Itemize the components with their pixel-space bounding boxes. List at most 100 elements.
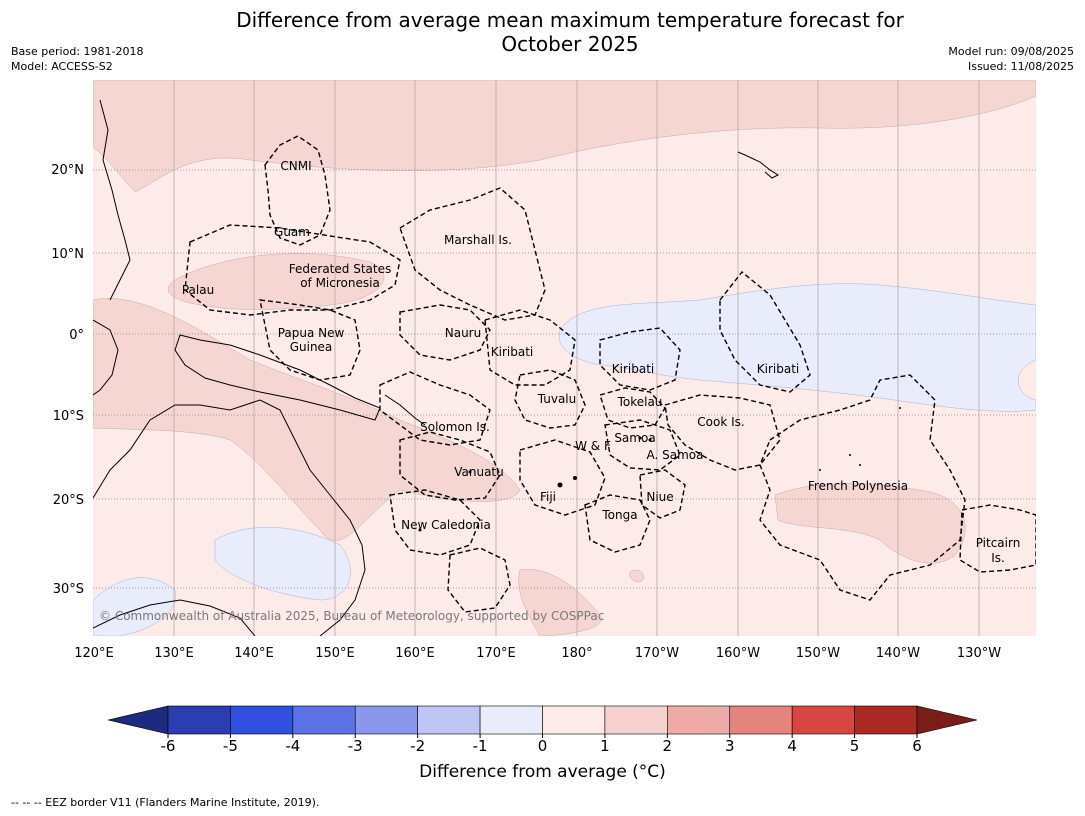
- colorbar-tick-label: 4: [787, 737, 797, 755]
- base-period: Base period: 1981-2018: [11, 45, 144, 58]
- colorbar-bin: [292, 705, 356, 735]
- small-islands: [418, 407, 901, 532]
- cool-tasman: [214, 527, 351, 601]
- colorbar-bin: [230, 705, 294, 735]
- graticule: [173, 80, 980, 636]
- warm-north-band: [93, 80, 1036, 193]
- eez-cnmi: [264, 135, 331, 246]
- colorbar-tick-label: -2: [410, 737, 425, 755]
- solomon-coast: [384, 394, 426, 426]
- colorbar-bin: [854, 705, 918, 735]
- colorbar-bin: [729, 705, 793, 735]
- colorbar-bin: [542, 705, 606, 735]
- warm-south-small: [629, 569, 644, 583]
- lon-label: 180°: [561, 646, 592, 661]
- label-vanuatu: Vanuatu: [454, 465, 504, 479]
- lat-label: 0°: [69, 328, 84, 343]
- colorbar-tick-label: 0: [538, 737, 548, 755]
- colorbar-tick-label: -4: [285, 737, 300, 755]
- label-tokelau: Tokelau: [617, 395, 663, 409]
- colorbar-tick-label: 2: [663, 737, 673, 755]
- eez-niue: [639, 469, 686, 519]
- colorbar-tick-label: -3: [348, 737, 363, 755]
- lat-label: 20°S: [53, 493, 84, 508]
- colorbar-over-extension: [916, 705, 978, 735]
- label-solomon: Solomon Is.: [420, 420, 490, 434]
- label-cnmi: CNMI: [280, 159, 311, 173]
- new-guinea-coast: [174, 334, 381, 421]
- label-fiji: Fiji: [540, 490, 556, 504]
- colorbar-tick-label: -6: [161, 737, 176, 755]
- eez-solomon: [379, 371, 491, 446]
- label-kiribati-west: Kiribati: [491, 345, 533, 359]
- label-cook: Cook Is.: [697, 415, 744, 429]
- label-wallis-futuna: W & F: [575, 439, 611, 453]
- cool-equatorial-east: [558, 283, 1036, 412]
- label-samoa: Samoa: [614, 431, 655, 445]
- label-fsm-2: of Micronesia: [300, 276, 380, 290]
- borneo-coast: [93, 319, 119, 396]
- label-tuvalu: Tuvalu: [537, 392, 577, 406]
- colorbar-under-extension: [107, 705, 169, 735]
- place-labels: CNMI Guam Marshall Is. Federated States …: [182, 159, 1020, 565]
- longitude-labels: 120°E 130°E 140°E 150°E 160°E 170°E 180°…: [74, 646, 1001, 661]
- eez-marshall: [399, 187, 546, 321]
- colorbar-bin: [167, 705, 231, 735]
- eez-cook: [664, 394, 781, 471]
- lat-label: 20°N: [51, 163, 84, 178]
- copyright-notice: © Commonwealth of Australia 2025, Bureau…: [99, 609, 605, 623]
- lon-label: 130°E: [154, 646, 194, 661]
- colorbar-tick-label: 6: [912, 737, 922, 755]
- label-png-2: Guinea: [290, 340, 333, 354]
- label-new-caledonia: New Caledonia: [401, 518, 491, 532]
- label-nauru: Nauru: [445, 326, 481, 340]
- latitude-lines: [93, 169, 1036, 589]
- eez-footer-note: -- -- -- EEZ border V11 (Flanders Marine…: [11, 796, 320, 809]
- eez-kiribati-phoenix: [599, 327, 681, 391]
- label-marshall: Marshall Is.: [444, 233, 512, 247]
- eez-nauru: [399, 304, 491, 361]
- colorbar-bin: [791, 705, 855, 735]
- label-niue: Niue: [646, 490, 673, 504]
- lon-label: 160°W: [716, 646, 760, 661]
- label-american-samoa: A. Samoa: [647, 448, 704, 462]
- label-png-1: Papua New: [278, 326, 345, 340]
- hawaii-coast: [737, 151, 780, 179]
- issued-date: Issued: 11/08/2025: [967, 60, 1074, 73]
- label-french-polynesia: French Polynesia: [808, 479, 908, 493]
- colorbar-tick-label: -1: [473, 737, 488, 755]
- lat-label: 30°S: [53, 582, 84, 597]
- title-line-1: Difference from average mean maximum tem…: [236, 8, 904, 32]
- lon-label: 170°E: [476, 646, 516, 661]
- lon-label: 150°E: [315, 646, 355, 661]
- label-kiribati-central: Kiribati: [612, 362, 654, 376]
- lon-label: 120°E: [74, 646, 114, 661]
- lon-label: 160°E: [395, 646, 435, 661]
- colorbar-bin: [417, 705, 481, 735]
- label-kiribati-east: Kiribati: [757, 362, 799, 376]
- cool-southwest: [93, 577, 176, 636]
- warm-french-polynesia: [774, 483, 966, 564]
- lat-label: 10°N: [51, 247, 84, 262]
- warm-micronesia: [168, 253, 385, 310]
- meta-right: Model run: 09/08/2025 Issued: 11/08/2025: [948, 44, 1074, 74]
- colorbar-title: Difference from average (°C): [419, 762, 666, 782]
- colorbar-tick-label: 3: [725, 737, 735, 755]
- eez-kiribati-line: [719, 271, 811, 393]
- warm-south-tasman: [518, 569, 602, 636]
- colorbar-bin: [354, 705, 418, 735]
- chart-title: Difference from average mean maximum tem…: [0, 8, 1085, 56]
- eez-tonga: [584, 494, 651, 553]
- eez-kiribati-gilberts: [484, 309, 576, 386]
- colorbar: -6 -5 -4 -3 -2 -1 0 1 2 3 4 5 6: [107, 705, 978, 755]
- lon-label: 140°E: [234, 646, 274, 661]
- coastlines: [93, 99, 780, 636]
- philippines-coast: [99, 99, 131, 301]
- label-guam: Guam: [274, 225, 310, 239]
- colorbar-bin: [667, 705, 731, 735]
- model-run: Model run: 09/08/2025: [948, 45, 1074, 58]
- label-pitcairn-2: Is.: [991, 551, 1005, 565]
- warm-png-coral: [93, 298, 521, 541]
- eez-fsm: [184, 224, 401, 316]
